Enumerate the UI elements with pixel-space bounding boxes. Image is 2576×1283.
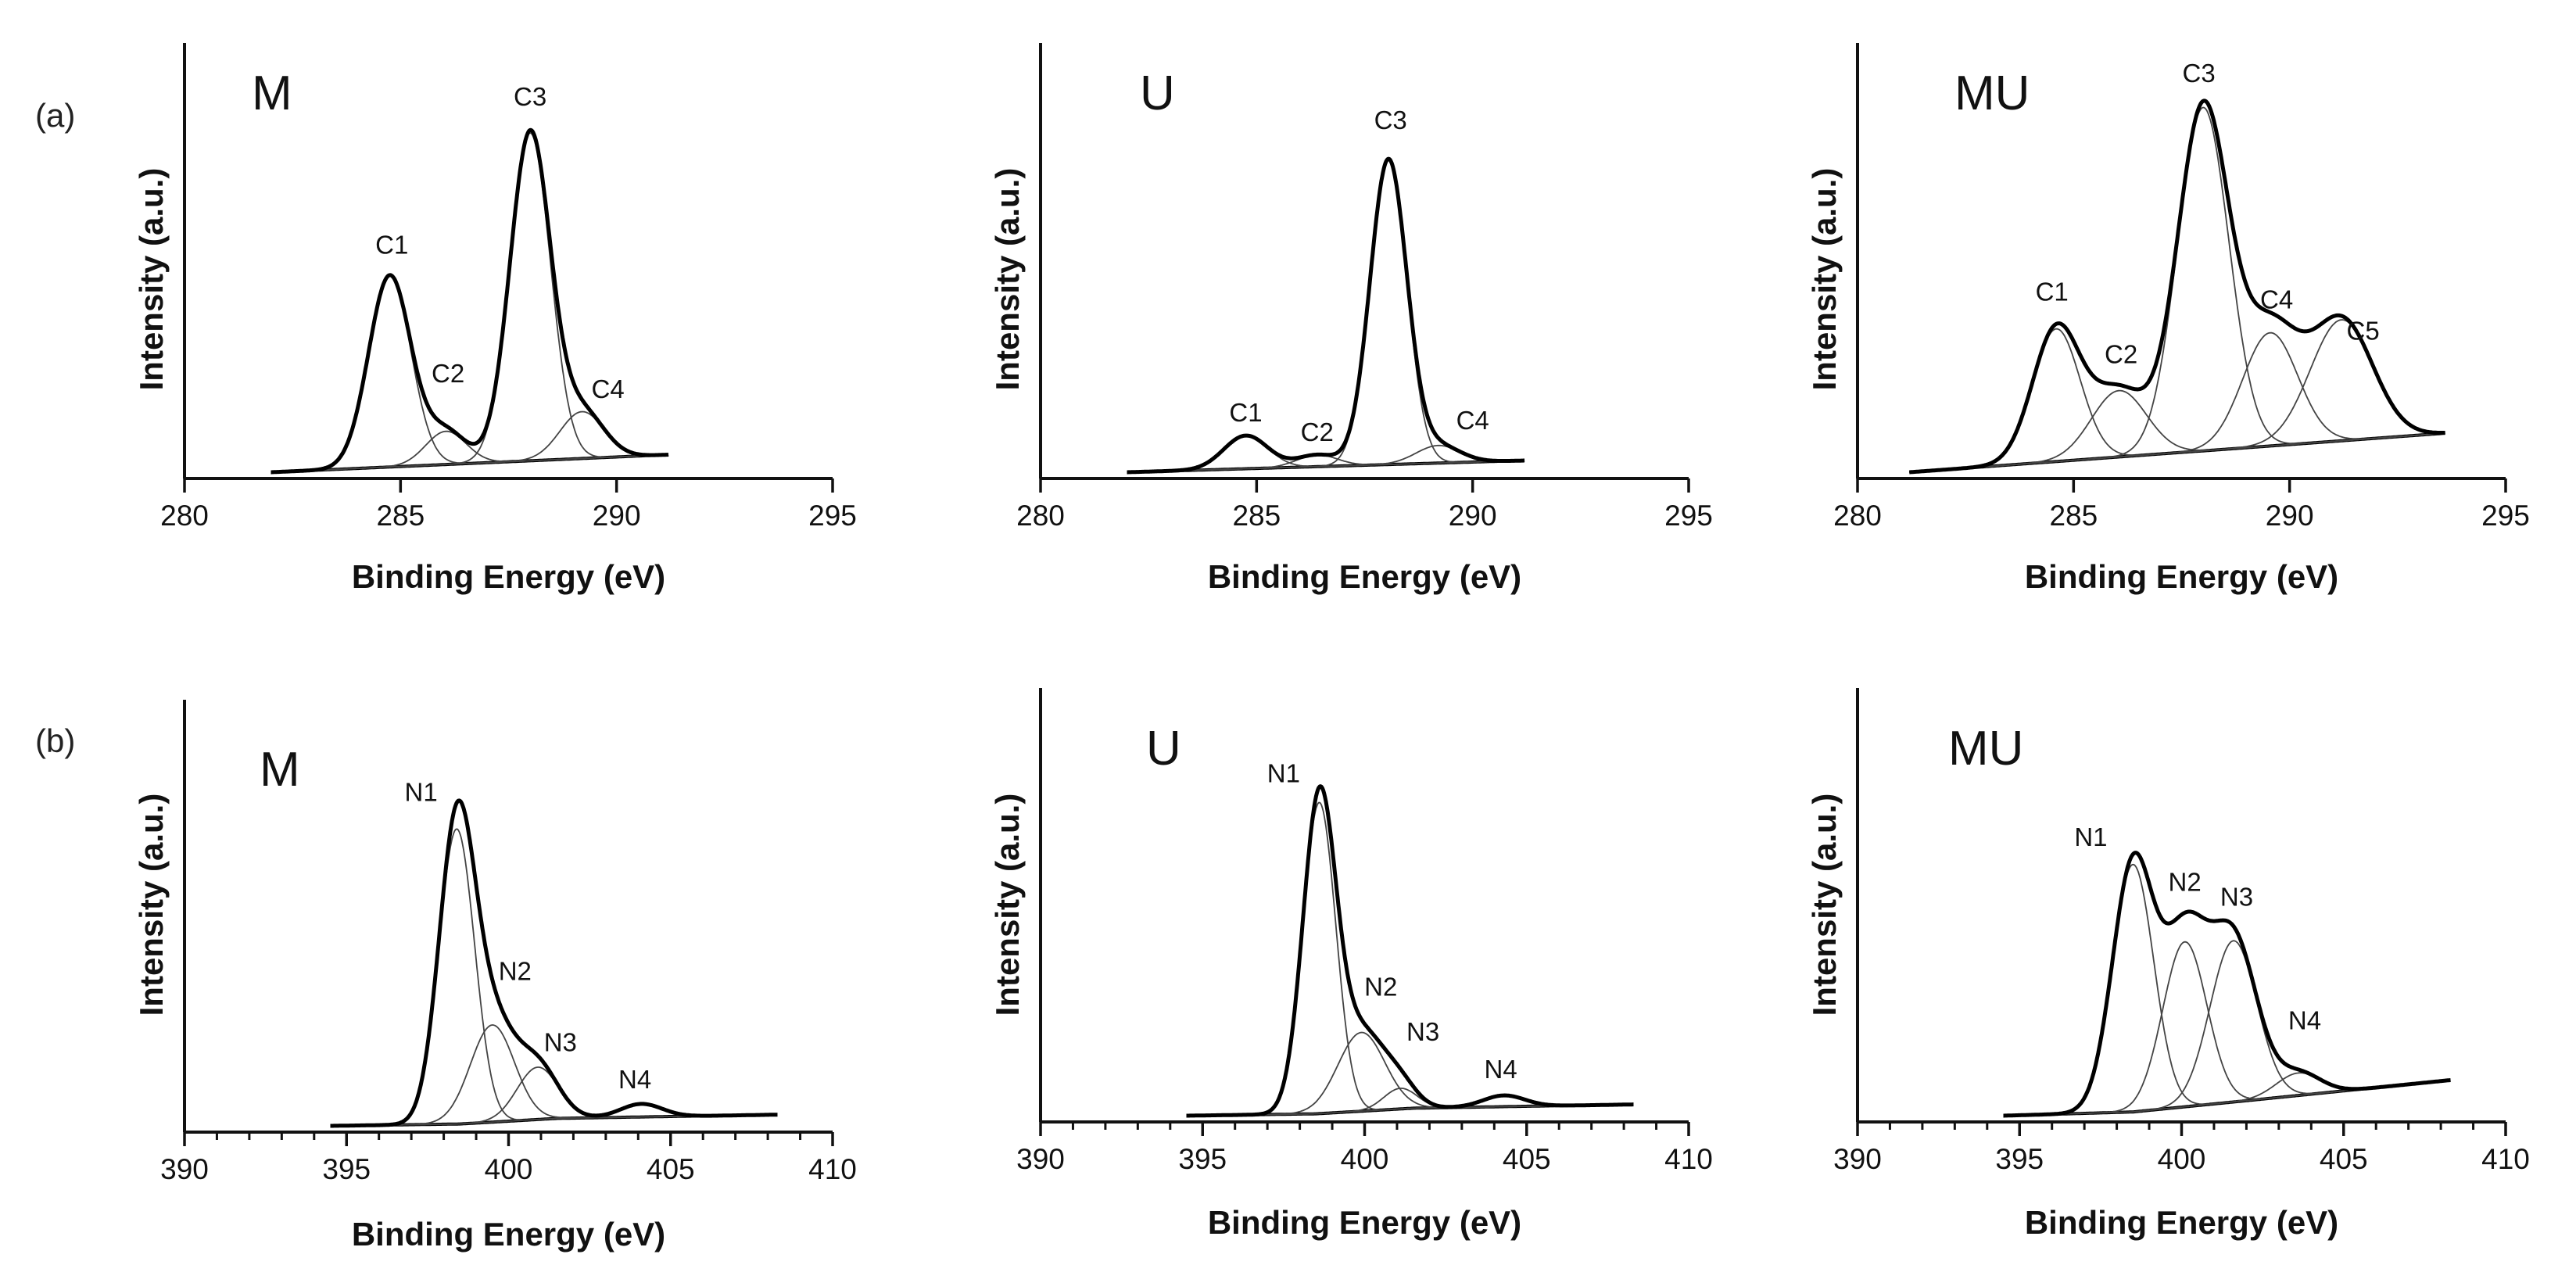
x-tick-label: 400 — [2158, 1143, 2206, 1175]
peak-label-N3: N3 — [544, 1027, 577, 1056]
component-N3 — [1186, 1088, 1634, 1116]
peak-label-N3: N3 — [2220, 883, 2253, 912]
peak-label-C1: C1 — [2036, 277, 2069, 306]
x-tick-label: 295 — [808, 500, 857, 532]
peak-label-C2: C2 — [2105, 339, 2137, 368]
peak-label-C3: C3 — [2183, 59, 2216, 88]
component-N3 — [2003, 940, 2451, 1116]
peak-label-C1: C1 — [1229, 398, 1262, 427]
x-axis-title: Binding Energy (eV) — [352, 1216, 665, 1253]
component-N1 — [1186, 801, 1634, 1116]
component-C3 — [1909, 106, 2445, 473]
peak-label-N1: N1 — [2074, 822, 2107, 851]
envelope-line — [2002, 851, 2452, 1118]
y-axis-title: Intensity (a.u.) — [989, 794, 1026, 1016]
envelope-line — [329, 798, 779, 1128]
panel-a-U: 280 285 290 295 Binding Energy (eV) Intensity… — [989, 43, 1713, 595]
peak-label-C4: C4 — [592, 375, 625, 403]
y-axis-title: Intensity (a.u.) — [133, 168, 170, 391]
peak-label-N3: N3 — [1406, 1017, 1439, 1046]
x-tick-label: 405 — [2320, 1143, 2368, 1175]
y-axis-title: Intensity (a.u.) — [1806, 168, 1843, 391]
x-axis-title: Binding Energy (eV) — [1208, 558, 1521, 595]
x-tick-label: 395 — [322, 1153, 371, 1185]
peak-label-N2: N2 — [499, 957, 532, 986]
panels-container: 280 285 290 295 Binding Energy (eV) Intensity… — [133, 43, 2530, 1253]
x-tick-label: 400 — [485, 1153, 533, 1185]
x-tick-label: 390 — [160, 1153, 209, 1185]
component-C3 — [270, 132, 669, 473]
x-tick-label: 395 — [1995, 1143, 2044, 1175]
row-label-a: (a) — [35, 97, 75, 134]
component-N2 — [2003, 941, 2451, 1116]
peak-label-N1: N1 — [404, 777, 437, 806]
panel-title: U — [1146, 722, 1181, 776]
x-axis-title: Binding Energy (eV) — [1208, 1204, 1521, 1241]
y-axis-title: Intensity (a.u.) — [1806, 794, 1843, 1016]
x-tick-label: 280 — [1833, 500, 1882, 532]
x-axis-title: Binding Energy (eV) — [2025, 1204, 2338, 1241]
panel-b-MU: 390 395 400 405 410 Binding Energy (eV) Intens… — [1806, 688, 2530, 1241]
envelope-line — [1126, 156, 1526, 475]
peak-label-C5: C5 — [2347, 316, 2380, 345]
panel-b-U: 390 395 400 405 410 Binding Energy (eV) Intens… — [989, 688, 1713, 1241]
panel-a-M: 280 285 290 295 Binding Energy (eV) Intensity… — [133, 43, 857, 595]
x-tick-label: 390 — [1016, 1143, 1065, 1175]
panel-title: MU — [1948, 722, 2023, 776]
envelope-line — [1185, 784, 1635, 1118]
peak-label-N2: N2 — [1364, 973, 1397, 1002]
peak-label-N4: N4 — [618, 1065, 651, 1094]
panel-title: M — [252, 66, 292, 120]
peak-label-N2: N2 — [2169, 867, 2202, 896]
y-axis-title: Intensity (a.u.) — [989, 168, 1026, 391]
peak-label-N4: N4 — [2288, 1006, 2321, 1035]
x-tick-label: 295 — [1664, 500, 1713, 532]
x-tick-label: 405 — [1503, 1143, 1551, 1175]
row-label-b: (b) — [35, 722, 75, 759]
x-tick-label: 285 — [1232, 500, 1281, 532]
x-tick-label: 400 — [1341, 1143, 1389, 1175]
peak-label-C1: C1 — [375, 231, 408, 260]
panel-title: M — [260, 743, 300, 797]
x-tick-label: 285 — [376, 500, 425, 532]
x-tick-label: 280 — [1016, 500, 1065, 532]
x-tick-label: 405 — [647, 1153, 695, 1185]
envelope-line — [270, 127, 670, 475]
peak-label-N4: N4 — [1484, 1055, 1517, 1084]
peak-label-C2: C2 — [432, 359, 464, 388]
x-tick-label: 290 — [2266, 500, 2314, 532]
peak-label-C2: C2 — [1301, 418, 1334, 446]
x-tick-label: 295 — [2481, 500, 2530, 532]
envelope-line — [1908, 99, 2446, 475]
x-axis-title: Binding Energy (eV) — [2025, 558, 2338, 595]
panel-b-M: 390 395 400 405 410 Binding Energy (eV) Intens… — [133, 700, 857, 1253]
x-tick-label: 285 — [2049, 500, 2098, 532]
peak-label-C4: C4 — [2260, 285, 2293, 314]
x-tick-label: 290 — [1449, 500, 1497, 532]
x-tick-label: 290 — [593, 500, 641, 532]
peak-label-N1: N1 — [1267, 758, 1300, 787]
x-tick-label: 395 — [1178, 1143, 1227, 1175]
x-axis-title: Binding Energy (eV) — [352, 558, 665, 595]
panel-title: U — [1140, 66, 1175, 120]
peak-label-C4: C4 — [1456, 406, 1489, 435]
x-tick-label: 390 — [1833, 1143, 1882, 1175]
y-axis-title: Intensity (a.u.) — [133, 794, 170, 1016]
panel-title: MU — [1954, 66, 2030, 120]
peak-label-C3: C3 — [1374, 106, 1407, 134]
x-tick-label: 410 — [808, 1153, 857, 1185]
component-C2 — [1909, 389, 2445, 473]
peak-label-C3: C3 — [514, 82, 546, 111]
x-tick-label: 410 — [1664, 1143, 1713, 1175]
x-tick-label: 280 — [160, 500, 209, 532]
panel-a-MU: 280 285 290 295 Binding Energy (eV) Intensity… — [1806, 43, 2530, 595]
x-tick-label: 410 — [2481, 1143, 2530, 1175]
